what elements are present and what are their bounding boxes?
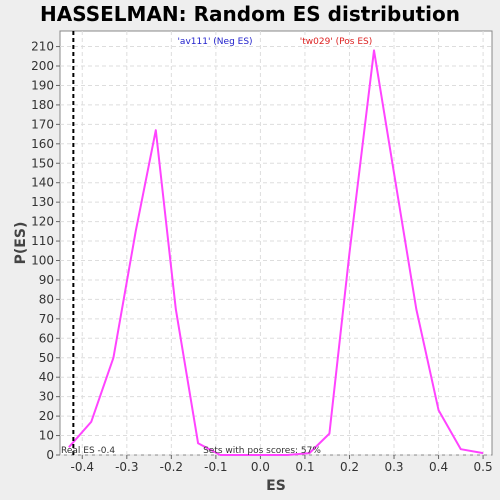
y-tick-label: 40 [39,370,54,384]
y-tick-label: 130 [31,195,54,209]
y-tick-label: 90 [39,273,54,287]
tick-labels: 0 10 20 30 40 50 60 70 80 90 100 110 120 130 140 150 160… [31,40,493,474]
grid-lines [60,31,492,456]
y-tick-label: 150 [31,156,54,170]
plot-area [59,30,493,456]
y-tick-label: 100 [31,254,54,268]
x-tick-label: 0.3 [384,460,403,474]
y-tick-label: 180 [31,98,54,112]
x-tick-label: 0.4 [429,460,448,474]
y-tick-label: 30 [39,390,54,404]
series-line [68,49,484,456]
y-tick-label: 120 [31,215,54,229]
x-tick-label: 0.0 [251,460,270,474]
y-tick-label: 60 [39,331,54,345]
y-tick-label: 110 [31,234,54,248]
y-axis-label: P(ES) [13,222,29,265]
y-tick-label: 170 [31,117,54,131]
neg-es-annotation: 'av111' (Neg ES) [177,37,252,47]
x-tick-label: -0.1 [204,460,227,474]
x-tick-label: -0.2 [160,460,183,474]
y-tick-label: 160 [31,137,54,151]
x-axis-label: ES [266,478,286,494]
y-tick-label: 80 [39,292,54,306]
y-tick-label: 70 [39,312,54,326]
x-tick-label: 0.5 [474,460,493,474]
x-tick-label: -0.3 [115,460,138,474]
series-layer [68,31,484,456]
y-tick-label: 0 [46,448,54,462]
y-tick-label: 50 [39,351,54,365]
y-tick-label: 140 [31,176,54,190]
y-tick-label: 20 [39,409,54,423]
x-tick-label: -0.4 [71,460,94,474]
real-es-annotation: Real ES -0.4 [61,446,115,456]
pos-es-annotation: 'tw029' (Pos ES) [300,37,372,47]
y-tick-label: 10 [39,429,54,443]
y-tick-label: 190 [31,78,54,92]
chart-title: HASSELMAN: Random ES distribution [40,2,460,26]
annotations: 'av111' (Neg ES) 'tw029' (Pos ES) Real ES … [61,37,372,456]
x-tick-label: 0.1 [295,460,314,474]
y-tick-label: 210 [31,40,54,54]
x-tick-label: 0.2 [340,460,359,474]
pos-scores-annotation: Sets with pos scores: 57% [203,446,321,456]
y-tick-label: 200 [31,59,54,73]
